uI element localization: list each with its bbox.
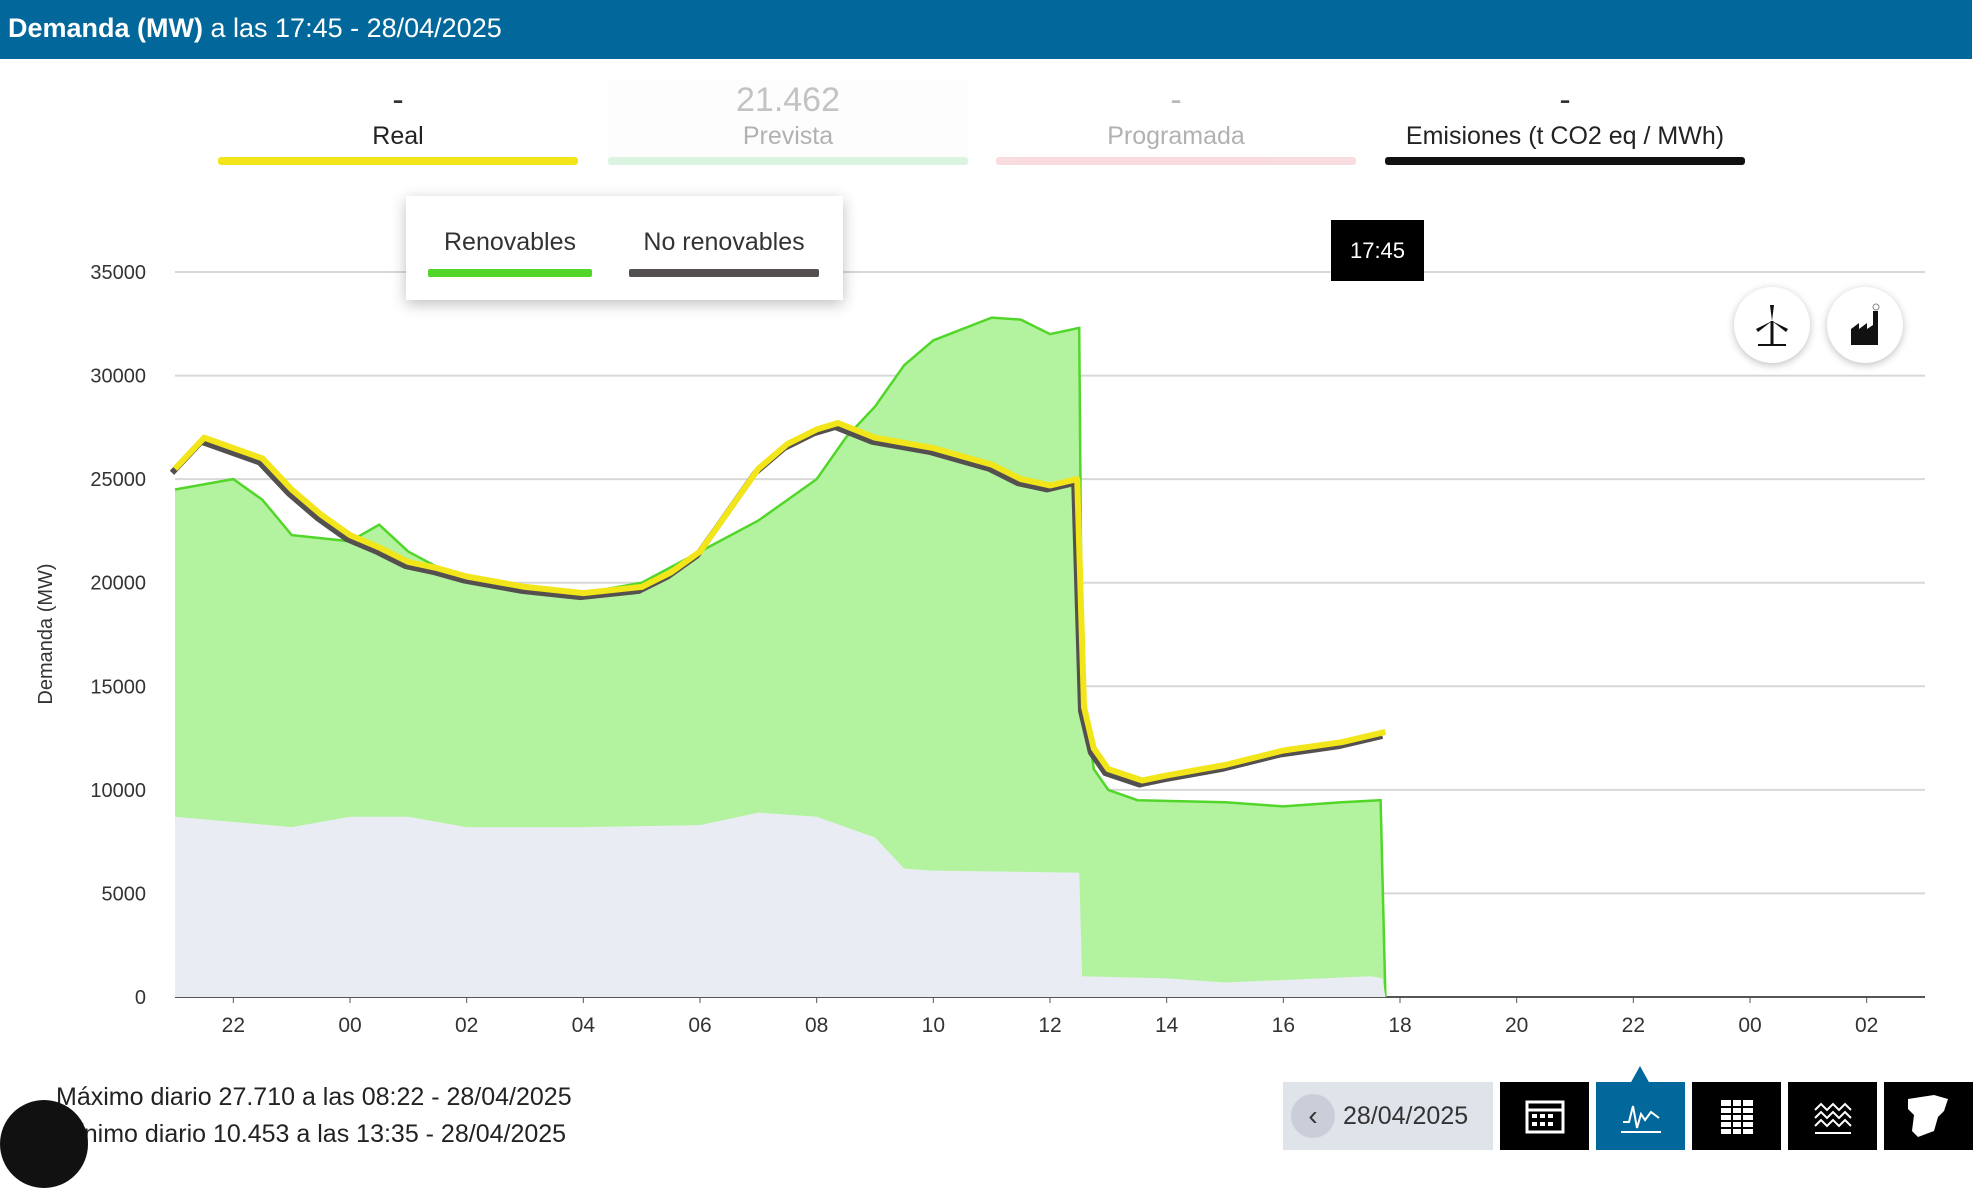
legend-item-renovables[interactable]: Renovables <box>428 228 592 277</box>
y-tick-label: 35000 <box>90 262 146 284</box>
time-tooltip: 17:45 <box>1331 220 1424 281</box>
legend-item-no-renovables[interactable]: No renovables <box>629 228 819 277</box>
tab-color-bar <box>1385 157 1745 165</box>
stacked-area-button[interactable] <box>1788 1082 1877 1150</box>
tab-value: - <box>1559 81 1571 119</box>
tab-real[interactable]: - Real <box>218 80 578 165</box>
tab-value: 21.462 <box>736 81 840 119</box>
chevron-left-icon[interactable]: ‹ <box>1291 1094 1335 1138</box>
table-button[interactable] <box>1692 1082 1781 1150</box>
calendar-icon <box>1525 1100 1564 1134</box>
x-tick-label: 20 <box>1505 1014 1528 1037</box>
x-tick-label: 02 <box>1855 1014 1878 1037</box>
y-tick-label: 15000 <box>90 676 146 698</box>
date-value: 28/04/2025 <box>1343 1101 1469 1130</box>
date-selector[interactable]: ‹ 28/04/2025 <box>1283 1082 1493 1150</box>
y-tick-label: 5000 <box>102 883 147 905</box>
x-tick-label: 22 <box>222 1014 245 1037</box>
tab-value: - <box>392 81 404 119</box>
wind-turbine-button[interactable] <box>1734 287 1810 363</box>
x-tick-label: 04 <box>572 1014 596 1037</box>
table-icon <box>1720 1100 1753 1134</box>
y-tick-label: 10000 <box>90 780 146 802</box>
x-tick-label: 06 <box>688 1014 711 1037</box>
x-tick-label: 02 <box>455 1014 478 1037</box>
legend-swatch <box>428 269 592 277</box>
y-tick-label: 20000 <box>90 573 146 595</box>
factory-button[interactable] <box>1827 287 1903 363</box>
title-bold: Demanda (MW) <box>8 13 203 43</box>
y-tick-label: 25000 <box>90 469 146 491</box>
spain-map-icon <box>1907 1095 1948 1137</box>
chart-header: Demanda (MW) a las 17:45 - 28/04/2025 <box>0 0 1972 59</box>
x-tick-label: 16 <box>1272 1014 1295 1037</box>
x-tick-label: 12 <box>1038 1014 1061 1037</box>
active-indicator-icon <box>1630 1066 1650 1084</box>
line-chart-button[interactable] <box>1596 1082 1685 1150</box>
tab-color-bar <box>218 157 578 165</box>
tab-prevista[interactable]: 21.462 Prevista <box>608 80 968 165</box>
x-tick-label: 18 <box>1388 1014 1411 1037</box>
real-demand-line <box>172 420 1387 784</box>
stacked-area-icon <box>1813 1102 1852 1134</box>
daily-max: Máximo diario 27.710 a las 08:22 - 28/04… <box>56 1083 572 1111</box>
x-tick-label: 00 <box>1738 1014 1761 1037</box>
line-chart-icon <box>1620 1105 1661 1133</box>
legend: Renovables No renovables <box>406 196 843 300</box>
tab-label: Programada <box>1107 122 1245 150</box>
tab-color-bar <box>996 157 1356 165</box>
x-tick-label: 00 <box>338 1014 361 1037</box>
renovables-line <box>174 316 1387 998</box>
legend-label: No renovables <box>643 228 805 256</box>
tab-label: Real <box>372 122 424 150</box>
tab-emisiones[interactable]: - Emisiones (t CO2 eq / MWh) <box>1385 80 1745 165</box>
legend-label: Renovables <box>443 228 577 256</box>
no-renovables-area <box>175 812 1386 997</box>
tab-color-bar <box>608 157 968 165</box>
tab-label: Prevista <box>742 122 834 150</box>
calendar-button[interactable] <box>1500 1082 1589 1150</box>
x-tick-label: 14 <box>1155 1014 1179 1037</box>
floating-button[interactable] <box>0 1100 88 1188</box>
daily-min: Mínimo diario 10.453 a las 13:35 - 28/04… <box>56 1120 567 1148</box>
y-axis-label: Demanda (MW) <box>35 563 57 704</box>
legend-swatch <box>629 269 819 277</box>
map-button[interactable] <box>1884 1082 1973 1150</box>
demand-chart: 0 5000 10000 15000 20000 25000 30000 35000 22 00 0… <box>35 262 1925 1037</box>
title-rest: a las 17:45 - 28/04/2025 <box>203 13 502 43</box>
tab-programada[interactable]: - Programada <box>996 80 1356 165</box>
factory-icon <box>1851 303 1880 345</box>
tab-value: - <box>1170 81 1182 119</box>
y-tick-label: 30000 <box>90 366 146 388</box>
wind-turbine-icon <box>1756 305 1788 346</box>
x-tick-label: 22 <box>1622 1014 1645 1037</box>
tab-label: Emisiones (t CO2 eq / MWh) <box>1405 122 1725 150</box>
x-tick-label: 10 <box>922 1014 945 1037</box>
x-tick-label: 08 <box>805 1014 828 1037</box>
y-tick-label: 0 <box>135 987 146 1009</box>
